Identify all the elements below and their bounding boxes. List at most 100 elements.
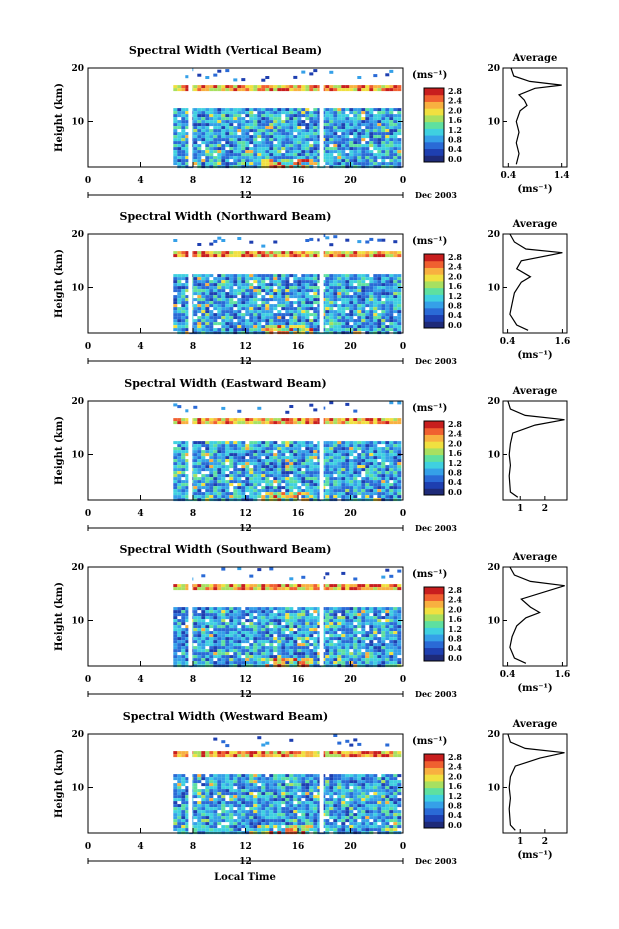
heatmap-cell: [373, 289, 378, 293]
heatmap-cell: [313, 114, 318, 118]
heatmap-cell: [357, 613, 362, 617]
layer-cell: [265, 587, 270, 591]
heatmap-cell: [269, 135, 274, 139]
heatmap-cell: [377, 141, 382, 145]
heatmap-cell: [265, 76, 270, 79]
heatmap-cell: [177, 477, 182, 481]
heatmap-cell: [313, 156, 318, 160]
heatmap-cell: [273, 162, 278, 166]
layer-cell: [193, 251, 198, 255]
heatmap-cell: [173, 117, 178, 121]
heatmap-cell: [233, 453, 238, 457]
heatmap-cell: [337, 150, 342, 154]
heatmap-cell: [329, 310, 334, 314]
heatmap-cell: [305, 453, 310, 457]
heatmap-cell: [269, 114, 274, 118]
layer-cell: [365, 584, 370, 588]
heatmap-cell: [209, 159, 214, 163]
heatmap-cell: [333, 108, 338, 112]
heatmap-cell: [281, 123, 286, 127]
heatmap-cell: [317, 459, 322, 463]
layer-cell: [345, 587, 350, 591]
heatmap-cell: [397, 486, 402, 490]
heatmap-cell: [197, 477, 202, 481]
heatmap-cell: [305, 477, 310, 481]
heatmap-cell: [261, 274, 266, 278]
heatmap-cell: [369, 301, 374, 305]
heatmap-cell: [209, 141, 214, 145]
heatmap-cell: [273, 289, 278, 293]
heatmap-cell: [389, 120, 394, 124]
heatmap-cell: [361, 123, 366, 127]
heatmap-cell: [193, 471, 198, 475]
layer-cell: [341, 85, 346, 89]
heatmap-cell: [177, 468, 182, 472]
colorbar-swatch: [424, 121, 444, 129]
heatmap-cell: [361, 631, 366, 635]
heatmap-cell: [381, 289, 386, 293]
heatmap-cell: [329, 141, 334, 145]
heatmap-cell: [381, 117, 386, 121]
heatmap-cell: [249, 658, 254, 662]
heatmap-cell: [373, 622, 378, 626]
average-profile-line: [507, 400, 565, 498]
heatmap-cell: [225, 661, 230, 665]
heatmap-cell: [173, 453, 178, 457]
heatmap-cell: [245, 625, 250, 629]
layer-cell: [357, 421, 362, 425]
heatmap-cell: [213, 483, 218, 487]
heatmap-cell: [349, 123, 354, 127]
heatmap-cell: [173, 153, 178, 157]
heatmap-cell: [393, 465, 398, 469]
heatmap-cell: [197, 132, 202, 136]
heatmap-cell: [265, 465, 270, 469]
heatmap-cell: [217, 111, 222, 115]
heatmap-cell: [345, 144, 350, 148]
heatmap-cell: [201, 462, 206, 466]
heatmap-cell: [213, 456, 218, 460]
heatmap-cell: [365, 616, 370, 620]
heatmap-cell: [377, 643, 382, 647]
heatmap-cell: [241, 637, 246, 641]
heatmap-cell: [381, 634, 386, 638]
heatmap-cell: [249, 613, 254, 617]
heatmap-cell: [293, 277, 298, 281]
heatmap-cell: [269, 120, 274, 124]
heatmap-cell: [353, 625, 358, 629]
heatmap-cell: [333, 450, 338, 454]
heatmap-cell: [205, 652, 210, 656]
heatmap-cell: [249, 447, 254, 451]
heatmap-cell: [285, 295, 290, 299]
heatmap-cell: [177, 295, 182, 299]
heatmap-cell: [397, 468, 402, 472]
layer-cell: [349, 251, 354, 255]
heatmap-cell: [333, 495, 338, 499]
heatmap-cell: [337, 649, 342, 653]
heatmap-cell: [285, 108, 290, 112]
heatmap-cell: [273, 622, 278, 626]
heatmap-cell: [273, 129, 278, 133]
heatmap-cell: [221, 634, 226, 638]
heatmap-cell: [365, 459, 370, 463]
heatmap-cell: [181, 462, 186, 466]
heatmap-cell: [229, 313, 234, 317]
heatmap-cell: [353, 162, 358, 166]
heatmap-cell: [269, 628, 274, 632]
heatmap-cell: [249, 637, 254, 641]
heatmap-cell: [297, 486, 302, 490]
heatmap-cell: [217, 304, 222, 308]
heatmap-cell: [253, 316, 258, 320]
heatmap-cell: [373, 135, 378, 139]
heatmap-cell: [249, 619, 254, 623]
heatmap-cell: [309, 123, 314, 127]
heatmap-cell: [173, 447, 178, 451]
heatmap-cell: [393, 126, 398, 130]
heatmap-cell: [257, 649, 262, 653]
heatmap-cell: [193, 619, 198, 623]
heatmap-cell: [317, 328, 322, 332]
heatmap-cell: [209, 471, 214, 475]
heatmap-cell: [389, 643, 394, 647]
heatmap-cell: [373, 295, 378, 299]
heatmap-cell: [229, 637, 234, 641]
heatmap-cell: [309, 277, 314, 281]
